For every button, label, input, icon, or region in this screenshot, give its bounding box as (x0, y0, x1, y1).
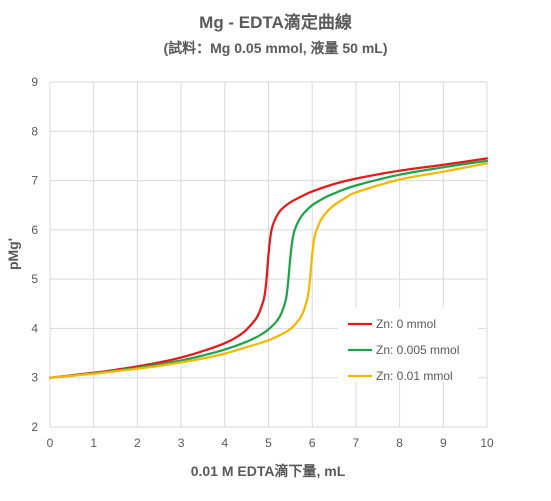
tick-labels: 2 3 4 5 6 7 8 9 0 1 2 3 4 5 6 7 8 9 10 (31, 75, 494, 450)
y-axis-title: pMg' (5, 238, 21, 270)
series-line-1 (48, 159, 489, 379)
y-tick-label: 4 (31, 321, 38, 335)
x-tick-label: 9 (440, 436, 447, 450)
x-tick-label: 0 (47, 436, 54, 450)
y-tick-label: 6 (31, 223, 38, 237)
x-tick-label: 10 (480, 436, 494, 450)
series-line-0 (48, 157, 489, 379)
chart-subtitle: (試料：Mg 0.05 mmol, 液量 50 mL) (163, 40, 388, 56)
y-tick-label: 2 (31, 420, 38, 434)
series-line-2 (48, 162, 489, 379)
y-tick-label: 9 (31, 75, 38, 89)
x-tick-label: 3 (178, 436, 185, 450)
x-tick-label: 4 (221, 436, 228, 450)
legend: Zn: 0 mmol Zn: 0.005 mmol Zn: 0.01 mmol (338, 308, 478, 383)
x-tick-label: 8 (396, 436, 403, 450)
y-tick-label: 8 (31, 124, 38, 138)
y-tick-label: 5 (31, 272, 38, 286)
legend-label-1: Zn: 0.005 mmol (376, 343, 459, 357)
y-tick-label: 7 (31, 174, 38, 188)
x-tick-label: 6 (309, 436, 316, 450)
x-tick-label: 5 (265, 436, 272, 450)
legend-label-2: Zn: 0.01 mmol (376, 369, 453, 383)
x-axis-title: 0.01 M EDTA滴下量, mL (191, 463, 346, 479)
y-tick-label: 3 (31, 371, 38, 385)
legend-label-0: Zn: 0 mmol (376, 317, 436, 331)
chart-title: Mg - EDTA滴定曲線 (199, 13, 352, 32)
x-tick-label: 7 (353, 436, 360, 450)
legend-box (338, 308, 478, 382)
x-tick-label: 2 (134, 436, 141, 450)
x-tick-label: 1 (90, 436, 97, 450)
series-layer (48, 157, 489, 379)
